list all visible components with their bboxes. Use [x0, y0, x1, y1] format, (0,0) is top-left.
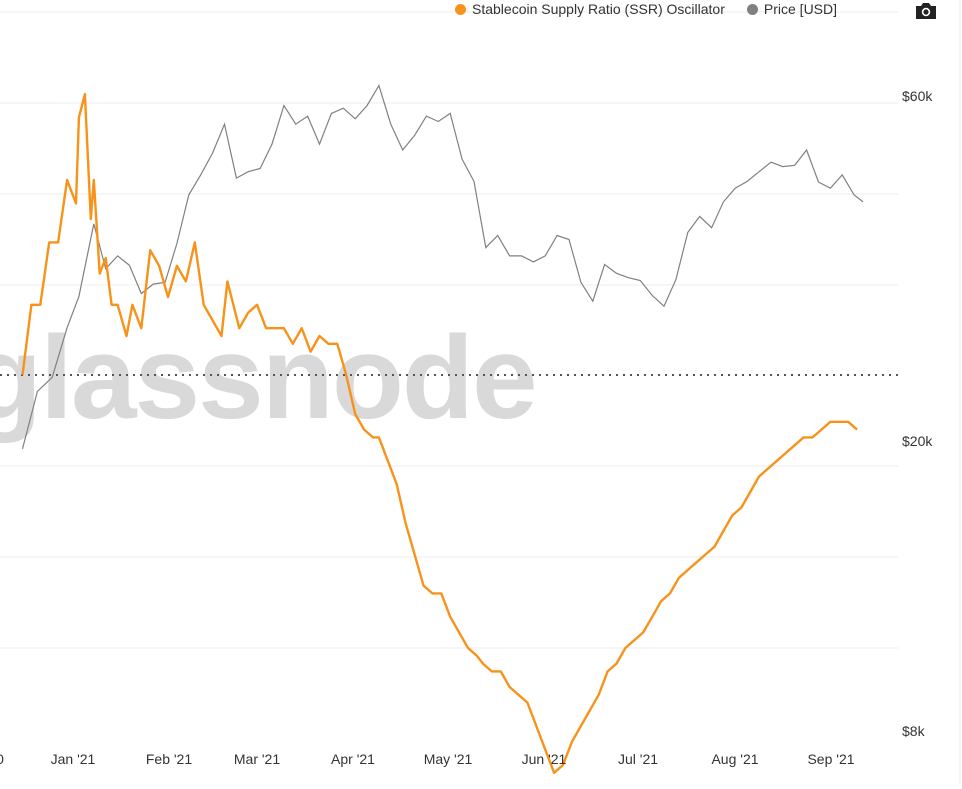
legend-item-price[interactable]: Price [USD] — [746, 1, 838, 17]
ssr-series-line — [21, 93, 858, 774]
legend-label-price: Price [USD] — [763, 1, 838, 17]
camera-icon[interactable] — [914, 0, 938, 20]
x-tick-label: 0 — [0, 751, 4, 767]
x-tick-label: Jun '21 — [522, 751, 567, 767]
legend-label-ssr: Stablecoin Supply Ratio (SSR) Oscillator — [472, 1, 725, 17]
x-tick-label: Aug '21 — [711, 751, 758, 767]
y-tick-label: $20k — [902, 433, 933, 449]
y-tick-label: $8k — [902, 723, 926, 739]
x-tick-label: Jul '21 — [618, 751, 658, 767]
legend-item-ssr[interactable]: Stablecoin Supply Ratio (SSR) Oscillator — [455, 1, 725, 17]
watermark: glassnode — [0, 312, 536, 444]
legend: Stablecoin Supply Ratio (SSR) Oscillator… — [455, 0, 837, 18]
x-tick-label: Sep '21 — [807, 751, 854, 767]
y-axis-right: $60k $20k $8k — [902, 88, 933, 739]
x-tick-label: Apr '21 — [331, 751, 375, 767]
legend-swatch-price — [746, 3, 758, 15]
x-tick-label: Mar '21 — [234, 751, 280, 767]
legend-swatch-ssr — [455, 3, 466, 15]
x-tick-label: Feb '21 — [146, 751, 192, 767]
x-tick-label: Jan '21 — [51, 751, 96, 767]
x-tick-label: May '21 — [424, 751, 473, 767]
price-series-line — [21, 84, 864, 449]
x-axis: 0 Jan '21 Feb '21 Mar '21 Apr '21 May '21 Jun … — [0, 751, 855, 767]
y-tick-label: $60k — [902, 88, 933, 104]
